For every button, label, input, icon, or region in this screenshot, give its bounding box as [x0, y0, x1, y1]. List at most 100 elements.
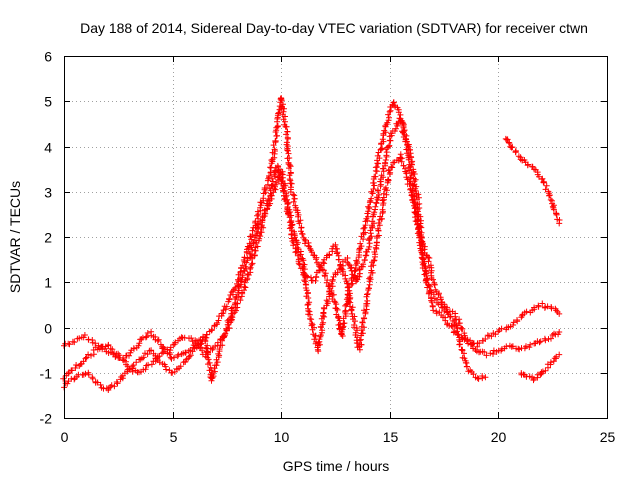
- data-point: [293, 241, 300, 248]
- x-tick-label: 0: [61, 429, 69, 445]
- data-point: [205, 361, 211, 368]
- data-point: [356, 346, 363, 353]
- data-point: [483, 352, 490, 359]
- data-point: [531, 304, 538, 311]
- data-point: [525, 161, 531, 168]
- data-point: [187, 352, 194, 359]
- data-point: [339, 324, 346, 331]
- data-point: [372, 173, 379, 180]
- data-point: [369, 190, 376, 197]
- data-point: [202, 344, 209, 351]
- data-point: [260, 195, 267, 202]
- data-point: [242, 284, 249, 291]
- data-point: [199, 347, 205, 354]
- data-point: [248, 244, 255, 251]
- data-point: [309, 326, 316, 333]
- data-point: [337, 321, 344, 328]
- data-point: [82, 370, 89, 377]
- data-point: [186, 353, 193, 360]
- data-point: [289, 221, 296, 228]
- data-point: [400, 128, 407, 135]
- data-point: [546, 192, 552, 199]
- data-point: [164, 346, 171, 353]
- data-point: [479, 375, 486, 382]
- data-point: [296, 220, 303, 227]
- data-point: [498, 325, 505, 332]
- data-point: [379, 136, 386, 143]
- data-point: [320, 319, 327, 326]
- data-point: [550, 206, 557, 213]
- data-point: [398, 158, 405, 165]
- data-point: [556, 329, 563, 335]
- data-point: [210, 373, 217, 380]
- data-point: [361, 307, 367, 314]
- data-point: [530, 375, 537, 382]
- data-point: [285, 150, 292, 157]
- series-track-d: [502, 135, 563, 227]
- data-point: [169, 369, 176, 376]
- data-point: [158, 350, 165, 357]
- data-point: [352, 318, 358, 325]
- data-point: [241, 254, 248, 261]
- data-point: [503, 343, 510, 350]
- data-point: [174, 353, 181, 360]
- data-point: [249, 227, 256, 234]
- data-point: [85, 371, 92, 378]
- data-point: [523, 343, 529, 350]
- data-point: [371, 257, 378, 264]
- plot-frame: [64, 56, 608, 419]
- data-point: [349, 313, 356, 320]
- data-point: [438, 296, 444, 303]
- data-point: [553, 211, 560, 218]
- data-point: [356, 337, 363, 344]
- data-point: [76, 335, 83, 342]
- data-point: [334, 306, 341, 313]
- data-point: [113, 379, 120, 385]
- y-tick-label: 4: [44, 140, 52, 156]
- data-point: [506, 140, 513, 147]
- data-point: [247, 264, 254, 271]
- data-point: [108, 382, 115, 389]
- x-tick-label: 10: [274, 429, 290, 445]
- data-point: [359, 319, 366, 326]
- data-point: [213, 362, 220, 369]
- data-point: [308, 316, 315, 323]
- y-tick-label: 3: [44, 185, 52, 201]
- data-point: [73, 362, 80, 368]
- data-point: [295, 260, 302, 267]
- data-point: [458, 324, 464, 331]
- data-point: [271, 146, 278, 153]
- data-point: [268, 182, 275, 189]
- data-point: [454, 325, 461, 332]
- series-track-e: [518, 351, 563, 384]
- data-point: [353, 257, 360, 264]
- data-point: [269, 175, 276, 182]
- data-point: [349, 271, 356, 278]
- data-point: [130, 362, 137, 369]
- data-point: [459, 325, 466, 332]
- data-point: [346, 303, 353, 310]
- data-point: [366, 204, 373, 211]
- data-point: [304, 302, 311, 308]
- data-point: [248, 251, 254, 257]
- data-point: [417, 234, 424, 241]
- data-point: [171, 354, 178, 361]
- data-point: [305, 295, 312, 301]
- y-tick-label: 5: [44, 94, 52, 110]
- data-point: [370, 180, 377, 186]
- data-point: [542, 367, 549, 374]
- data-point: [360, 261, 367, 268]
- data-point: [114, 380, 121, 387]
- data-point: [198, 340, 205, 347]
- data-point: [510, 322, 517, 328]
- data-point: [297, 217, 304, 224]
- data-point: [239, 272, 246, 279]
- data-point: [469, 341, 476, 348]
- data-point: [82, 355, 89, 362]
- data-point: [284, 128, 291, 135]
- data-point: [430, 291, 437, 298]
- data-point: [223, 303, 230, 310]
- data-point: [362, 229, 369, 236]
- data-point: [368, 233, 375, 240]
